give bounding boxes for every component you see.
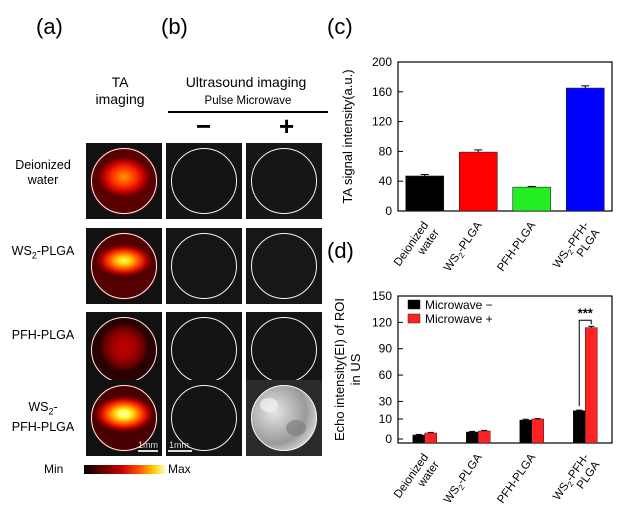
panel-label-b: (b): [161, 14, 188, 39]
chart-d-bar-microwave-ws2-pfh-plga: [573, 410, 586, 444]
chart-c-category-label-pfh-plga: PFH-PLGA: [495, 220, 538, 274]
microwave-plus-sign: +: [279, 111, 295, 141]
us-image-deionized-water-plus: [246, 143, 322, 219]
us-image-deionized-water-minus: [166, 143, 242, 219]
chart-d-bar-microwave-deionized-water: [424, 432, 437, 444]
chart-c: 0 40 80 120 160 200 TA signal intensity(a.u.) D…: [340, 55, 613, 279]
scale-bar-label-2: 1mm: [169, 440, 189, 450]
chart-d-frame: [397, 295, 613, 444]
chart-d-category-label-ws2-pfh-plga: WS2-PFH-PLGA: [551, 452, 602, 511]
colorbar-max-label: Max: [168, 462, 191, 476]
chart-d-legend-swatch-microwave: [407, 313, 421, 324]
microwave-minus-sign: −: [196, 111, 212, 141]
row-label-deionized-water: Deionized water: [15, 158, 71, 187]
pulse-microwave-label: Pulse Microwave: [204, 95, 292, 107]
chart-c-category-label-ws2-pfh-plga: WS2-PFH-PLGA: [551, 220, 602, 279]
chart-c-ytick-label: 0: [385, 204, 392, 218]
us-image-pfh-plga-minus: [166, 312, 242, 388]
chart-c-category-label-ws2-plga: WS2-PLGA: [442, 220, 487, 275]
chart-d: 0 10 30 60 90 120 150 Echo intensity(EI) of ROI…: [332, 289, 613, 511]
us-image-pfh-plga-plus: [246, 312, 322, 388]
ta-imaging-header: TA imaging: [95, 74, 145, 107]
scale-bar-label-1: 1mm: [138, 440, 158, 450]
row-label-pfh-plga: PFH-PLGA: [11, 328, 75, 342]
colorbar-min-label: Min: [44, 462, 64, 476]
ta-colorbar: [84, 465, 166, 474]
chart-d-bar-microwave-ws2-plga: [466, 431, 479, 444]
chart-d-legend-label-microwave: Microwave −: [425, 298, 493, 312]
us-image-ws2-pfh-plga-minus: 1mm: [166, 380, 242, 456]
ultrasound-imaging-header: Ultrasound imaging: [185, 74, 307, 90]
chart-d-legend-label-microwave: Microwave +: [425, 312, 493, 326]
chart-c-ytick-label: 160: [372, 85, 392, 99]
row-label-ws2-plga: WS2-PLGA: [11, 244, 75, 261]
us-image-ws2-plga-plus: [246, 228, 322, 304]
ta-image-pfh-plga: [86, 312, 162, 388]
chart-d-ylabel: Echo intensity(EI) of ROIin US: [332, 298, 363, 441]
chart-d-bar-microwave-pfh-plga: [519, 419, 532, 444]
chart-d-bar-microwave-deionized-water: [412, 434, 425, 444]
us-image-ws2-plga-minus: [166, 228, 242, 304]
chart-d-ytick-label: 0: [385, 432, 392, 446]
chart-c-bar-deionized-water: [405, 175, 445, 212]
chart-d-legend-swatch-microwave: [407, 299, 421, 310]
chart-d-ytick-label: 60: [379, 368, 393, 382]
ta-image-ws2-plga: [86, 228, 162, 304]
ta-image-ws2-pfh-plga: 1mm: [86, 380, 162, 456]
us-image-ws2-pfh-plga-plus: [246, 380, 322, 456]
chart-c-bar-ws2-pfh-plga: [565, 87, 605, 212]
ta-image-deionized-water: [86, 143, 162, 219]
panel-label-a: (a): [36, 14, 63, 39]
chart-d-bar-microwave-pfh-plga: [531, 418, 544, 444]
chart-d-ytick-label: 10: [379, 412, 393, 426]
chart-d-ytick-label: 150: [372, 289, 392, 303]
row-label-ws2-pfh-plga: WS2- PFH-PLGA: [11, 400, 75, 434]
chart-d-bar-microwave-ws2-plga: [478, 430, 491, 444]
chart-d-ytick-label: 120: [372, 315, 392, 329]
chart-d-category-label-pfh-plga: PFH-PLGA: [495, 452, 538, 506]
chart-c-ytick-label: 80: [379, 144, 393, 158]
chart-c-frame: [397, 61, 613, 212]
chart-c-bar-ws2-plga: [458, 151, 498, 212]
chart-c-ytick-label: 40: [379, 174, 393, 188]
chart-d-category-label-deionized-water: Deionizedwater: [392, 452, 442, 508]
chart-d-significance-stars: ***: [578, 305, 594, 320]
chart-d-category-label-ws2-plga: WS2-PLGA: [442, 452, 487, 507]
chart-d-ytick-label: 90: [379, 342, 393, 356]
chart-d-bar-microwave-ws2-pfh-plga: [585, 327, 598, 444]
chart-c-ytick-label: 200: [372, 55, 392, 69]
chart-d-ytick-label: 30: [379, 394, 393, 408]
chart-c-category-label-deionized-water: Deionizedwater: [392, 220, 442, 276]
pulse-microwave-underline: [168, 111, 328, 113]
chart-c-ylabel: TA signal intensity(a.u.): [340, 69, 355, 203]
panel-label-c: (c): [327, 14, 353, 39]
panel-label-d: (d): [327, 238, 354, 263]
chart-c-bar-pfh-plga: [512, 186, 552, 212]
chart-c-ytick-label: 120: [372, 115, 392, 129]
chart-d-significance-bracket: [578, 319, 592, 407]
